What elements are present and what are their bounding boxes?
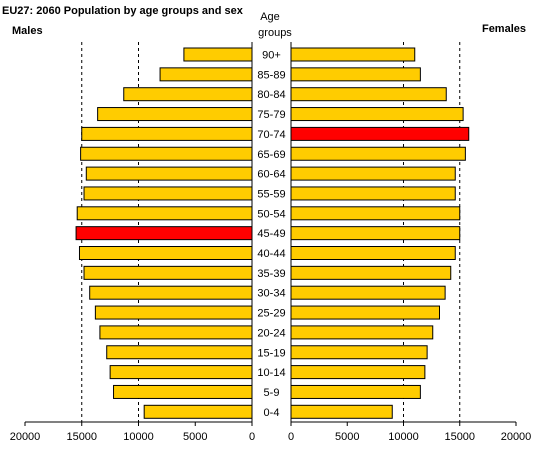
males-label: Males: [12, 25, 43, 37]
age-label-70-74: 70-74: [257, 129, 285, 141]
tick-label-males-0: 0: [249, 431, 255, 443]
bar-males-65-69: [80, 146, 253, 161]
age-label-75-79: 75-79: [257, 109, 285, 121]
bar-females-75-79: [290, 107, 464, 122]
tick-label-females-5000: 5000: [335, 431, 359, 443]
bar-females-85-89: [290, 67, 421, 82]
age-label-25-29: 25-29: [257, 308, 285, 320]
age-header-line1: Age: [260, 11, 280, 23]
bar-females-55-59: [290, 186, 456, 201]
bar-females-25-29: [290, 305, 440, 320]
bar-males-90+: [183, 47, 253, 62]
age-label-45-49: 45-49: [257, 228, 285, 240]
bar-males-45-49: [75, 226, 253, 241]
age-label-85-89: 85-89: [257, 69, 285, 81]
bar-males-75-79: [97, 107, 253, 122]
bar-females-40-44: [290, 246, 456, 260]
bar-males-60-64: [85, 166, 253, 181]
bar-males-55-59: [83, 186, 253, 201]
age-label-55-59: 55-59: [257, 188, 285, 200]
age-label-80-84: 80-84: [257, 89, 285, 101]
age-label-30-34: 30-34: [257, 288, 285, 300]
x-axes: 0 0 5000 5000 10000 10000 15000 15000 20000 20000: [10, 42, 532, 443]
age-label-35-39: 35-39: [257, 268, 285, 280]
bar-males-70-74: [81, 126, 253, 141]
bar-males-35-39: [83, 265, 253, 280]
bar-males-50-54: [76, 206, 253, 221]
age-label-40-44: 40-44: [257, 248, 285, 260]
bar-males-20-24: [99, 325, 253, 340]
bar-females-50-54: [290, 206, 461, 221]
bar-males-30-34: [89, 285, 253, 300]
age-label-15-19: 15-19: [257, 347, 285, 359]
bar-males-0-4: [143, 404, 253, 419]
age-label-65-69: 65-69: [257, 149, 285, 161]
tick-label-males-5000: 5000: [183, 431, 207, 443]
tick-label-males-20000: 20000: [10, 431, 41, 443]
tick-label-males-10000: 10000: [123, 431, 154, 443]
bar-females-45-49: [290, 226, 461, 241]
bar-females-35-39: [290, 265, 452, 280]
bar-females-70-74: [290, 126, 470, 141]
age-label-10-14: 10-14: [257, 367, 285, 379]
age-label-20-24: 20-24: [257, 327, 285, 339]
tick-label-females-10000: 10000: [388, 431, 419, 443]
age-label-50-54: 50-54: [257, 208, 285, 220]
bar-females-80-84: [290, 87, 447, 102]
bar-females-30-34: [290, 285, 446, 300]
age-header-line2: groups: [258, 27, 292, 39]
bar-males-10-14: [109, 365, 253, 380]
bar-females-65-69: [290, 146, 466, 161]
age-label-60-64: 60-64: [257, 169, 285, 181]
bar-females-15-19: [290, 345, 428, 360]
tick-label-females-20000: 20000: [501, 431, 532, 443]
bar-males-85-89: [159, 67, 253, 82]
bar-females-90+: [290, 47, 416, 62]
bar-males-5-9: [113, 384, 253, 399]
bar-males-25-29: [94, 305, 253, 320]
tick-label-males-15000: 15000: [66, 431, 97, 443]
bar-females-10-14: [290, 365, 426, 380]
age-label-90+: 90+: [262, 50, 281, 62]
bar-females-20-24: [290, 325, 434, 340]
bar-females-5-9: [290, 384, 421, 399]
bar-males-80-84: [123, 87, 253, 102]
bar-females-0-4: [290, 404, 393, 419]
females-label: Females: [482, 23, 526, 35]
age-labels: 90+ 85-89 80-84 75-79 70-74 65-69 60-64 55-59 50…: [257, 50, 285, 419]
chart-title: EU27: 2060 Population by age groups and …: [2, 5, 244, 17]
bar-males-40-44: [78, 246, 253, 260]
age-label-0-4: 0-4: [264, 407, 280, 419]
bar-females-60-64: [290, 166, 456, 181]
bar-males-15-19: [106, 345, 253, 360]
tick-label-females-15000: 15000: [444, 431, 475, 443]
tick-label-females-0: 0: [288, 431, 294, 443]
age-label-5-9: 5-9: [264, 387, 280, 399]
